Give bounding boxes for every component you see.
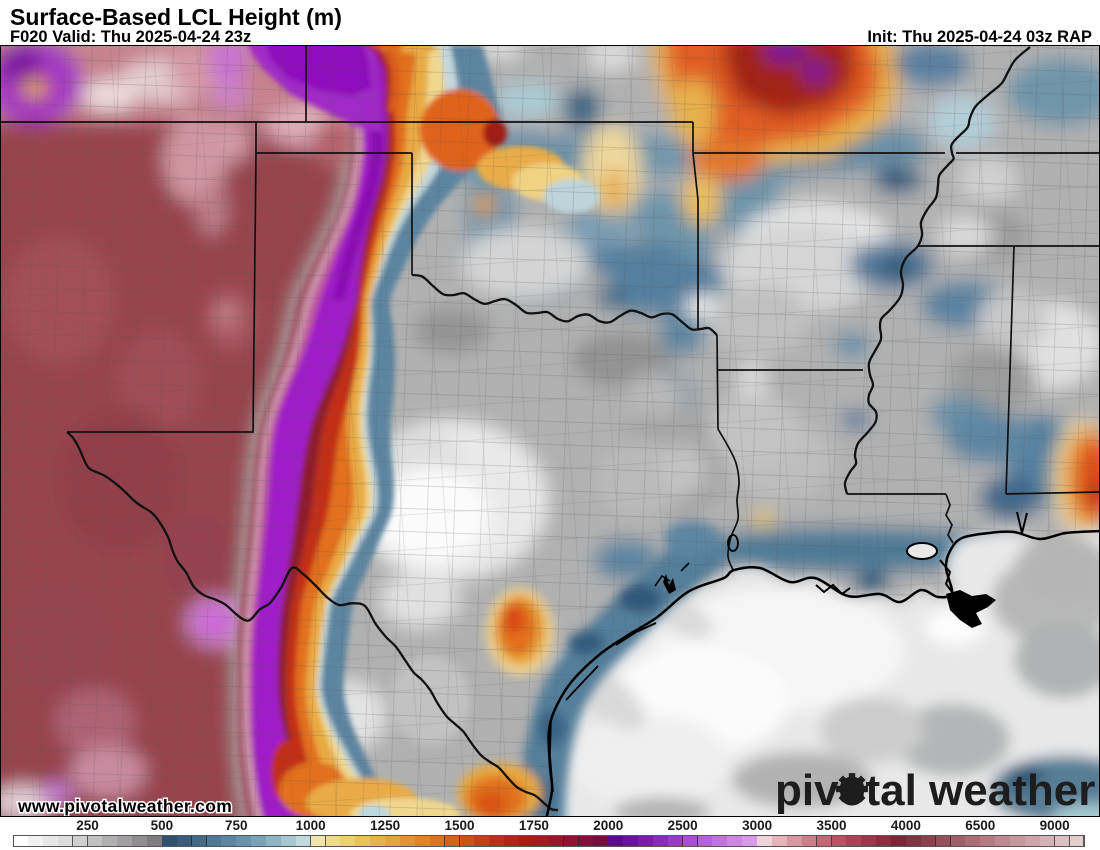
svg-text:pivotal weather: pivotal weather [775,766,1095,815]
svg-text:www.pivotalweather.com: www.pivotalweather.com [17,796,232,816]
